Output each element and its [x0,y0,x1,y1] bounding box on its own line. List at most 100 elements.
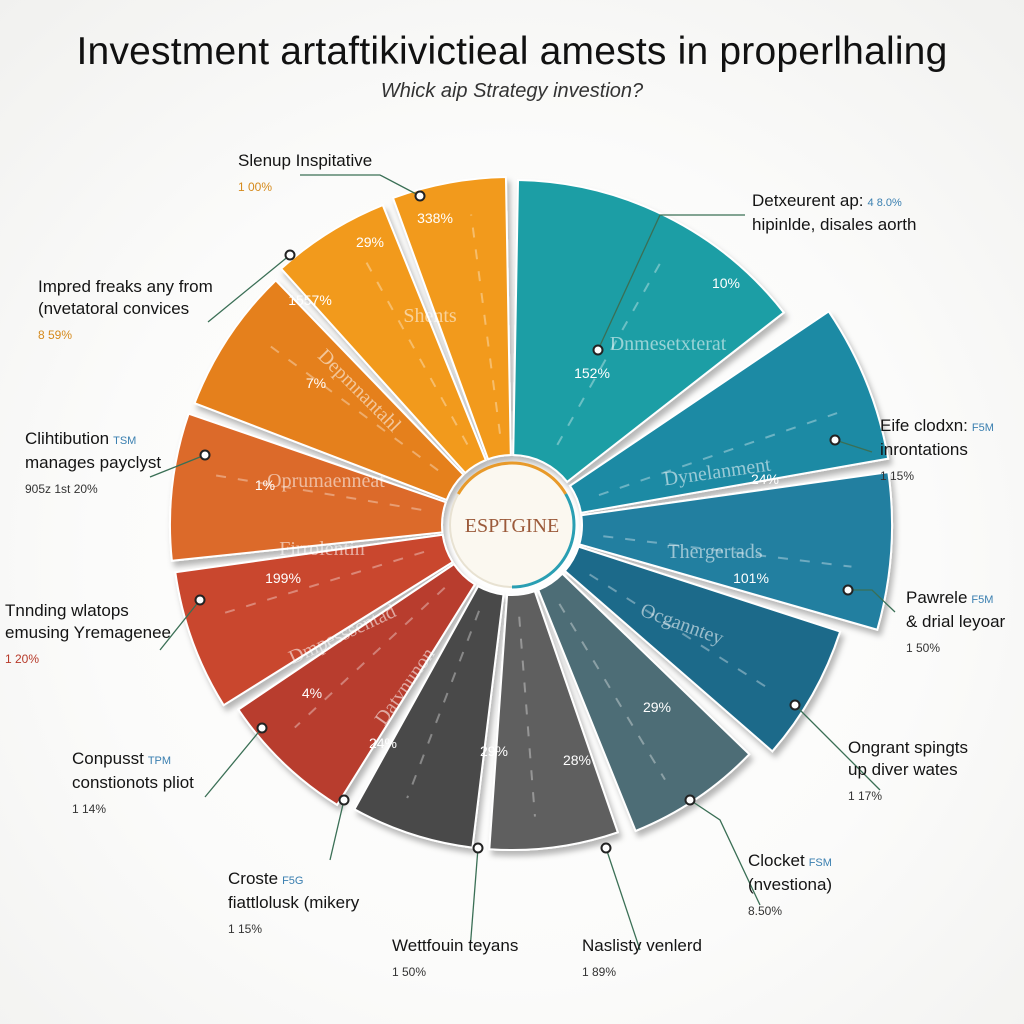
callout-text: Impred freaks any from [38,277,213,296]
leader-dot [829,434,841,446]
callout-line2: (nvestiona) [748,875,833,894]
callout-line1: Clocket FSM [748,850,832,874]
callout-text: Clihtibution [25,429,110,448]
callout-label: Conpusst TPM constionots pliot 1 14% [72,748,194,820]
callout-line1: Wettfouin teyans [392,935,518,957]
leader-line [149,454,206,478]
callout-line2: up diver wates [848,760,958,779]
callout-text: Eife clodxn: [880,416,968,435]
pie-slice [512,179,786,484]
slice-value-label: 29% [356,234,384,250]
slice-inner-label: Shents [403,305,457,327]
slice-value-label: 10% [712,275,740,291]
callout-line1: Eife clodxn: F5M [880,415,994,439]
slice-value-label: 28% [563,752,591,768]
slice-value-label: 338% [417,210,453,226]
leader-line [834,439,873,453]
callout-text: Clocket [748,851,805,870]
callout-text: Croste [228,869,279,888]
callout-line1: Impred freaks any from [38,276,213,298]
callout-tag: F5G [282,875,304,887]
slice-divider-line [208,473,422,511]
callout-percent: 905z 1st 20% [25,482,98,496]
slice-value-label: 24% [751,471,779,487]
callout-line2: (nvetatoral convices [38,299,190,318]
pie-slice [174,533,455,707]
callout-percent: 1 20% [5,652,40,666]
center-ring-orange [457,461,567,495]
callout-tag: TSM [113,435,137,447]
callout-line1: Tnnding wlatops [5,600,171,622]
slice-value-label: 152% [574,365,610,381]
callout-text: Tnnding wlatops [5,601,129,620]
callout-text: Pawrele [906,588,968,607]
pie-slice [169,412,448,562]
pie-slice [488,589,620,851]
callout-percent: 1 15% [880,469,915,483]
callout-line2: hipinlde, disales aorth [752,215,917,234]
leader-line [159,599,201,651]
callout-line1: Croste F5G [228,868,359,892]
pie-slice [353,584,505,849]
slice-inner-label: Firrolentin [279,538,365,560]
leader-dot [199,449,211,461]
slice-value-label: 101% [733,570,769,586]
center-label: ESPTGINE [465,515,559,537]
pie-slice [536,572,751,833]
callout-percent: 1 17% [848,789,883,803]
leader-line [204,727,263,798]
callout-line1: Conpusst TPM [72,748,194,772]
callout-tag: F5M [971,422,994,434]
slice-value-label: 24% [369,735,397,751]
callout-tag: 4 8.0% [867,197,902,209]
callout-tag: F5M [971,594,994,606]
callout-text: Slenup Inspitative [238,151,373,170]
slice-divider-line [360,252,469,446]
callout-percent: 1 50% [906,641,941,655]
callout-percent: 1 14% [72,802,107,816]
leader-line [848,589,896,613]
leader-dot [472,842,484,854]
callout-line2: fiattlolusk (mikery [228,893,360,912]
callout-line1: Clihtibution TSM [25,428,161,452]
callout-percent: 8 59% [38,328,73,342]
slice-divider-line [265,342,439,472]
callout-line2: emusing Yremagenee [5,623,172,642]
callout-percent: 1 00% [238,180,273,194]
pie-slice [391,176,512,461]
callout-percent: 1 15% [228,922,263,936]
callout-line1: Ongrant spingts [848,737,968,759]
leader-dot [600,842,612,854]
callout-line1: Slenup Inspitative [238,150,372,172]
callout-percent: 1 50% [392,965,427,979]
callout-line1: Pawrele F5M [906,587,1005,611]
pie-slice [568,309,890,515]
pie-slice [563,545,842,753]
callout-text: Naslisty venlerd [582,936,702,955]
callout-label: Eife clodxn: F5M inrontations 1 15% [880,415,994,487]
callout-percent: 1 89% [582,965,617,979]
callout-text: Wettfouin teyans [392,936,519,955]
leader-dot [684,794,696,806]
slice-divider-line [556,254,666,446]
slice-value-label: 29% [480,743,508,759]
callout-text: Ongrant spingts [848,738,969,757]
callout-label: Slenup Inspitative 1 00% [238,150,372,198]
callout-text: Conpusst [72,749,144,768]
leader-dot [592,344,604,356]
callout-label: Clihtibution TSM manages payclyst 905z 1st … [25,428,161,500]
pie-slice [237,562,477,807]
callout-label: Ongrant spingts up diver wates 1 17% [848,737,968,807]
leader-line [469,847,479,951]
callout-percent: 8.50% [748,904,783,918]
pie-slice [193,279,465,502]
pie-wedges [169,176,893,851]
slice-value-label: 29% [643,699,671,715]
leader-dot [194,594,206,606]
slice-value-label: 7% [306,375,326,391]
callout-label: Naslisty venlerd 1 89% [582,935,702,983]
callout-line2: inrontations [880,440,968,459]
leader-dot [284,249,296,261]
leader-line [689,799,761,906]
